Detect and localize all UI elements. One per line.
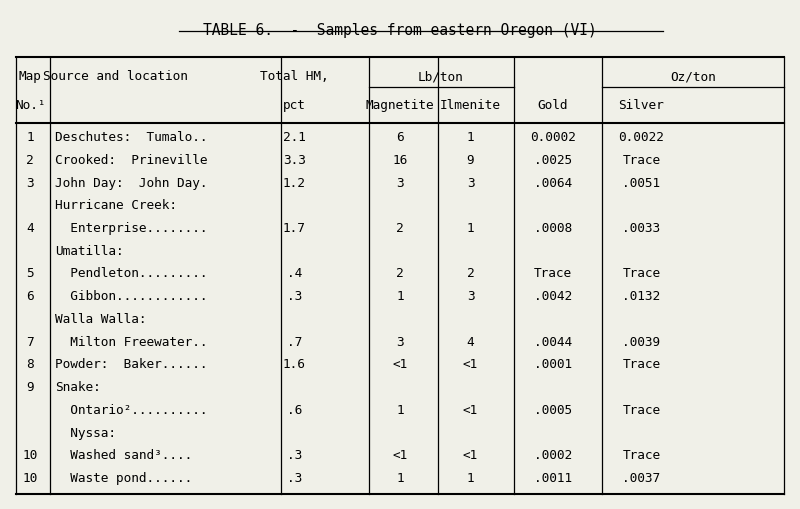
- Text: 2: 2: [466, 267, 474, 280]
- Text: 1: 1: [466, 131, 474, 144]
- Text: 1.2: 1.2: [282, 176, 306, 189]
- Text: Gibbon............: Gibbon............: [55, 290, 207, 303]
- Text: Trace: Trace: [622, 448, 661, 462]
- Text: Ontario²..........: Ontario²..........: [55, 403, 207, 416]
- Text: .0008: .0008: [534, 221, 572, 235]
- Text: Trace: Trace: [622, 267, 661, 280]
- Text: .0001: .0001: [534, 358, 572, 371]
- Text: 3: 3: [26, 176, 34, 189]
- Text: 3: 3: [466, 290, 474, 303]
- Text: 4: 4: [466, 335, 474, 348]
- Text: No.¹: No.¹: [14, 98, 46, 111]
- Text: .0025: .0025: [534, 154, 572, 166]
- Text: .0039: .0039: [622, 335, 661, 348]
- Text: 9: 9: [26, 380, 34, 393]
- Text: Walla Walla:: Walla Walla:: [55, 313, 146, 325]
- Text: Total HM,: Total HM,: [260, 70, 329, 83]
- Text: 3: 3: [396, 176, 404, 189]
- Text: 2: 2: [396, 267, 404, 280]
- Text: Silver: Silver: [618, 98, 664, 111]
- Text: Umatilla:: Umatilla:: [55, 244, 124, 257]
- Text: 0.0022: 0.0022: [618, 131, 664, 144]
- Text: Powder:  Baker......: Powder: Baker......: [55, 358, 207, 371]
- Text: 1: 1: [396, 403, 404, 416]
- Text: .0064: .0064: [534, 176, 572, 189]
- Text: 3.3: 3.3: [282, 154, 306, 166]
- Text: .0037: .0037: [622, 471, 661, 484]
- Text: .0011: .0011: [534, 471, 572, 484]
- Text: 1: 1: [396, 290, 404, 303]
- Text: 2: 2: [26, 154, 34, 166]
- Text: 3: 3: [396, 335, 404, 348]
- Text: Crooked:  Prineville: Crooked: Prineville: [55, 154, 207, 166]
- Text: 10: 10: [22, 448, 38, 462]
- Text: Ilmenite: Ilmenite: [440, 98, 501, 111]
- Text: Trace: Trace: [622, 154, 661, 166]
- Text: 2: 2: [396, 221, 404, 235]
- Text: 1: 1: [26, 131, 34, 144]
- Text: 4: 4: [26, 221, 34, 235]
- Text: Oz/ton: Oz/ton: [670, 70, 716, 83]
- Text: .7: .7: [286, 335, 302, 348]
- Text: <1: <1: [463, 448, 478, 462]
- Text: 1.7: 1.7: [282, 221, 306, 235]
- Text: Milton Freewater..: Milton Freewater..: [55, 335, 207, 348]
- Text: 1: 1: [466, 471, 474, 484]
- Text: Enterprise........: Enterprise........: [55, 221, 207, 235]
- Text: 16: 16: [392, 154, 408, 166]
- Text: 9: 9: [466, 154, 474, 166]
- Text: .0005: .0005: [534, 403, 572, 416]
- Text: .0051: .0051: [622, 176, 661, 189]
- Text: .0002: .0002: [534, 448, 572, 462]
- Text: John Day:  John Day.: John Day: John Day.: [55, 176, 207, 189]
- Text: 10: 10: [22, 471, 38, 484]
- Text: Washed sand³....: Washed sand³....: [55, 448, 192, 462]
- Text: <1: <1: [463, 403, 478, 416]
- Text: Snake:: Snake:: [55, 380, 101, 393]
- Text: 3: 3: [466, 176, 474, 189]
- Text: Waste pond......: Waste pond......: [55, 471, 192, 484]
- Text: 2.1: 2.1: [282, 131, 306, 144]
- Text: 6: 6: [26, 290, 34, 303]
- Text: Pendleton.........: Pendleton.........: [55, 267, 207, 280]
- Text: .4: .4: [286, 267, 302, 280]
- Text: Trace: Trace: [534, 267, 572, 280]
- Text: .3: .3: [286, 471, 302, 484]
- Text: .0044: .0044: [534, 335, 572, 348]
- Text: 7: 7: [26, 335, 34, 348]
- Text: <1: <1: [392, 358, 408, 371]
- Text: .3: .3: [286, 448, 302, 462]
- Text: .0033: .0033: [622, 221, 661, 235]
- Text: .0042: .0042: [534, 290, 572, 303]
- Text: Deschutes:  Tumalo..: Deschutes: Tumalo..: [55, 131, 207, 144]
- Text: 6: 6: [396, 131, 404, 144]
- Text: 1.6: 1.6: [282, 358, 306, 371]
- Text: Hurricane Creek:: Hurricane Creek:: [55, 199, 177, 212]
- Text: Lb/ton: Lb/ton: [418, 70, 464, 83]
- Text: Magnetite: Magnetite: [366, 98, 434, 111]
- Text: TABLE 6.  -  Samples from eastern Oregon (VI): TABLE 6. - Samples from eastern Oregon (…: [203, 22, 597, 38]
- Text: 1: 1: [466, 221, 474, 235]
- Text: .6: .6: [286, 403, 302, 416]
- Text: 1: 1: [396, 471, 404, 484]
- Text: .0132: .0132: [622, 290, 661, 303]
- Text: Gold: Gold: [538, 98, 568, 111]
- Text: 0.0002: 0.0002: [530, 131, 576, 144]
- Text: pct: pct: [282, 98, 306, 111]
- Text: Nyssa:: Nyssa:: [55, 426, 116, 439]
- Text: Source and location: Source and location: [43, 70, 188, 83]
- Text: .3: .3: [286, 290, 302, 303]
- Text: Trace: Trace: [622, 358, 661, 371]
- Text: Trace: Trace: [622, 403, 661, 416]
- Text: 5: 5: [26, 267, 34, 280]
- Text: 8: 8: [26, 358, 34, 371]
- Text: Map: Map: [18, 70, 42, 83]
- Text: <1: <1: [392, 448, 408, 462]
- Text: <1: <1: [463, 358, 478, 371]
